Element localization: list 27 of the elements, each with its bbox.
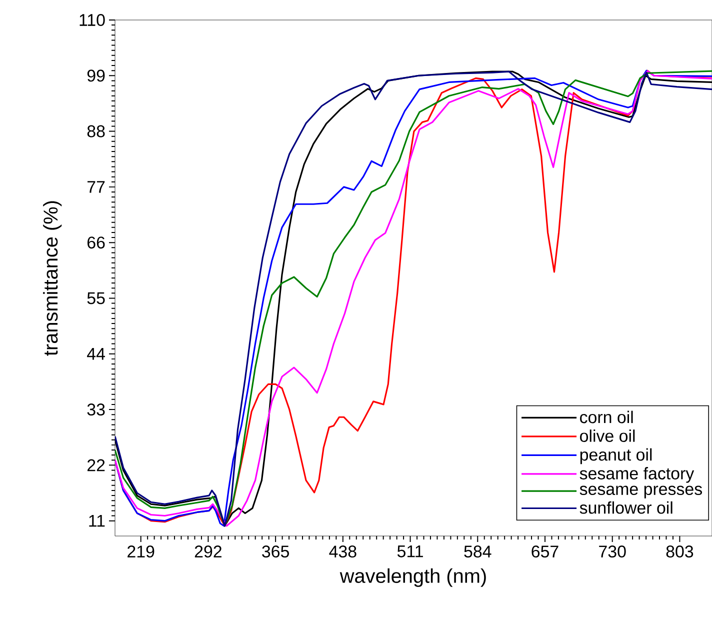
y-tick-label: 110 [80, 14, 105, 26]
x-tick-label: 730 [599, 546, 626, 558]
y-axis-title: transmittance (%) [43, 201, 62, 356]
x-tick-label: 219 [128, 546, 154, 558]
y-tick-label: 55 [87, 292, 105, 304]
legend-label: corn oil [580, 410, 633, 424]
y-tick-label: 99 [87, 70, 105, 82]
x-tick-label: 584 [464, 546, 492, 558]
y-tick-label: 11 [89, 514, 105, 527]
x-tick-label: 803 [666, 546, 694, 558]
y-tick-label: 88 [87, 125, 105, 138]
y-tick-label: 44 [87, 348, 105, 360]
x-tick-label: 365 [262, 546, 289, 558]
legend-label: sesame presses [580, 486, 702, 498]
y-tick-label: 66 [88, 236, 105, 249]
x-tick-label: 292 [194, 546, 222, 558]
x-tick-label: 657 [532, 546, 558, 558]
legend-label: peanut oil [580, 448, 652, 464]
y-tick-label: 33 [87, 404, 105, 416]
x-axis-title: wavelength (nm) [340, 568, 486, 587]
legend-label: sesame factory [580, 467, 694, 483]
y-tick-label: 22 [88, 459, 105, 472]
x-tick-label: 511 [397, 546, 423, 558]
legend-label: sunflower oil [580, 501, 672, 514]
x-tick-label: 438 [329, 546, 356, 558]
legend-label: olive oil [580, 430, 635, 442]
y-tick-label: 77 [88, 181, 105, 193]
